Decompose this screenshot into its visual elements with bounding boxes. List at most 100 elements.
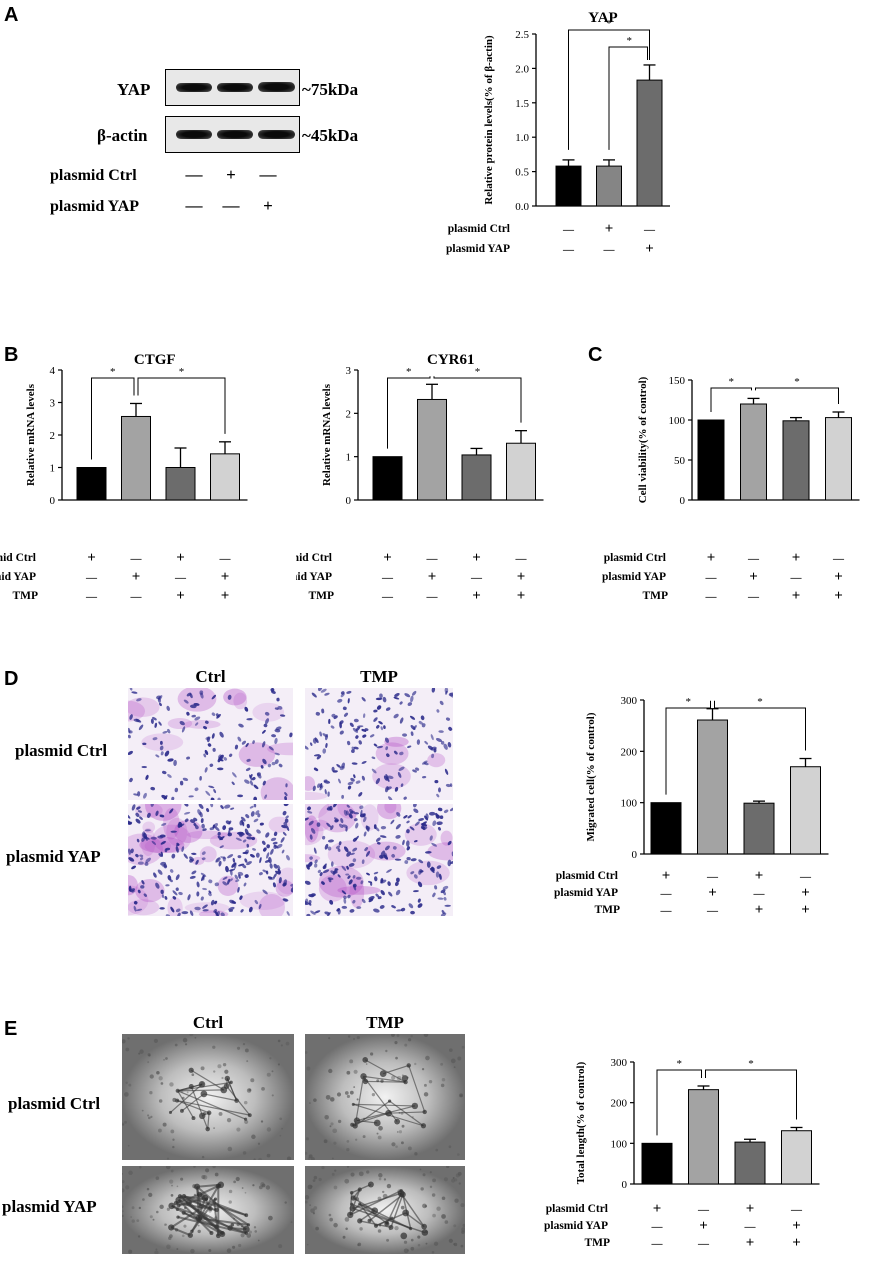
y-tick-label: 100	[621, 798, 638, 810]
bar	[76, 467, 107, 501]
chart-yap: YAP 0.0 0.5 1.0 1.5 2.0 2.5 Relative protein le…	[446, 10, 670, 257]
condition-sign: —	[753, 888, 766, 900]
transwell-image-ctrl-plasmid-ctrl	[128, 688, 293, 800]
chart-tube: 0 100 200 300 Total length(% of control) * * pl…	[544, 1057, 820, 1251]
condition-sign: +	[662, 868, 671, 884]
chart-title: CTGF	[134, 352, 176, 368]
y-axis-label: Total length(% of control)	[575, 1061, 587, 1184]
condition-sign: —	[381, 591, 394, 603]
condition-sign: —	[562, 224, 575, 236]
blot-row-label-actin: β-actin	[97, 126, 148, 145]
significance-star: *	[729, 376, 735, 388]
condition-sign: +	[176, 550, 185, 566]
micro-e-row-ctrl: plasmid Ctrl	[8, 1094, 101, 1113]
significance-star: *	[179, 366, 185, 378]
y-tick-label: 100	[611, 1138, 628, 1150]
y-tick-label: 2	[346, 408, 352, 420]
condition-label: plasmid Ctrl	[296, 552, 332, 564]
condition-sign: +	[746, 1235, 755, 1251]
condition-label: plasmid Ctrl	[556, 870, 618, 882]
condition-sign: +	[755, 902, 764, 918]
condition-sign: +	[428, 569, 437, 585]
bar	[740, 403, 767, 501]
panel-label-b: B	[4, 344, 19, 366]
condition-sign: —	[219, 553, 232, 565]
condition-label: TMP	[594, 904, 620, 916]
significance-star: *	[627, 35, 633, 47]
significance-bracket	[568, 29, 650, 150]
tube-image-ctrl-plasmid-ctrl	[122, 1034, 294, 1160]
condition-sign: —	[174, 572, 187, 584]
condition-sign: +	[517, 588, 526, 604]
micro-d-row-ctrl: plasmid Ctrl	[15, 741, 108, 760]
condition-sign: +	[472, 550, 481, 566]
blot-condition-sign: —	[259, 165, 277, 184]
y-tick-label: 0	[50, 495, 56, 507]
condition-sign: +	[132, 569, 141, 585]
significance-bracket	[665, 700, 711, 795]
condition-label: TMP	[308, 590, 334, 602]
condition-sign: —	[643, 224, 656, 236]
condition-sign: +	[176, 588, 185, 604]
y-axis-label: Cell viability(% of control)	[637, 376, 649, 503]
y-tick-label: 0	[346, 495, 352, 507]
significance-star: *	[794, 376, 800, 388]
condition-sign: +	[87, 550, 96, 566]
y-tick-label: 4	[50, 365, 56, 377]
condition-sign: +	[708, 885, 717, 901]
condition-sign: +	[221, 569, 230, 585]
significance-bracket	[91, 377, 135, 460]
y-tick-label: 0.5	[515, 167, 529, 179]
y-tick-label: 3	[50, 398, 56, 410]
bar	[417, 398, 447, 501]
condition-sign: —	[790, 1204, 803, 1216]
bar	[596, 165, 622, 207]
condition-sign: —	[130, 591, 143, 603]
significance-bracket	[387, 376, 431, 449]
transwell-image-tmp-plasmid-yap	[305, 804, 453, 916]
y-tick-label: 3	[346, 365, 352, 377]
micro-d-col-ctrl: Ctrl	[195, 667, 226, 686]
blot-size-yap: ~75kDa	[302, 80, 359, 99]
chart-title: YAP	[588, 10, 617, 26]
condition-sign: —	[651, 1238, 664, 1250]
bar	[555, 165, 582, 207]
y-tick-label: 2.5	[515, 29, 529, 41]
bar	[825, 417, 852, 501]
condition-label: TMP	[12, 590, 38, 602]
significance-bracket	[137, 377, 226, 434]
chart-title: CYR61	[427, 352, 475, 368]
y-tick-label: 2	[50, 430, 56, 442]
bar	[506, 442, 536, 501]
y-tick-label: 200	[621, 746, 638, 758]
bar	[781, 1130, 812, 1185]
bar	[650, 802, 682, 855]
tube-image-tmp-plasmid-yap	[305, 1166, 465, 1254]
blot-row-label-yap: YAP	[117, 80, 151, 99]
condition-label: plasmid Ctrl	[604, 552, 666, 564]
condition-sign: —	[85, 572, 98, 584]
y-tick-label: 2.0	[515, 63, 529, 75]
condition-sign: +	[755, 868, 764, 884]
micro-d-col-tmp: TMP	[360, 667, 398, 686]
chart-viability: 0 50 100 150 Cell viability(% of control) * * p…	[602, 375, 860, 604]
condition-sign: —	[515, 553, 528, 565]
bar	[688, 1089, 719, 1185]
bar	[461, 454, 492, 501]
condition-sign: —	[651, 1221, 664, 1233]
condition-label: plasmid Ctrl	[448, 223, 510, 235]
bar	[697, 419, 725, 501]
condition-sign: +	[792, 588, 801, 604]
condition-sign: —	[660, 905, 673, 917]
condition-sign: —	[85, 591, 98, 603]
condition-label: TMP	[642, 590, 668, 602]
condition-sign: +	[834, 588, 843, 604]
condition-sign: —	[706, 905, 719, 917]
condition-label: plasmid YAP	[0, 571, 36, 583]
transwell-image-tmp-plasmid-ctrl	[305, 688, 453, 800]
bar	[636, 79, 663, 207]
condition-sign: —	[381, 572, 394, 584]
significance-star: *	[110, 366, 116, 378]
significance-bracket	[705, 1069, 797, 1120]
condition-sign: +	[653, 1201, 662, 1217]
